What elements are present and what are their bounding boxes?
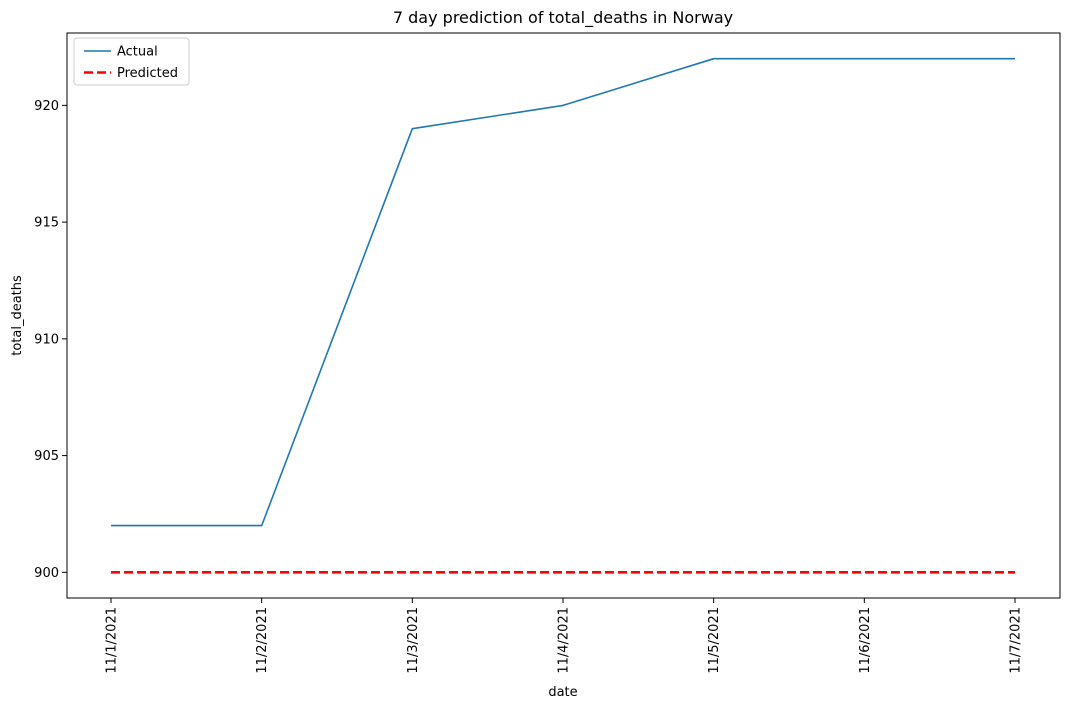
legend-label-predicted: Predicted	[117, 66, 178, 81]
x-tick-label: 11/3/2021	[406, 607, 421, 674]
y-tick-label: 905	[34, 449, 59, 464]
series-line-actual	[111, 57, 1015, 527]
chart-title: 7 day prediction of total_deaths in Norw…	[393, 8, 733, 28]
x-tick-label: 11/1/2021	[105, 607, 120, 674]
x-tick-label: 11/6/2021	[858, 607, 873, 674]
legend: Actual Predicted	[73, 37, 190, 86]
x-tick-label: 11/4/2021	[557, 607, 572, 674]
y-tick-label: 920	[34, 99, 59, 114]
series-layer	[111, 57, 1015, 574]
y-tick-label: 910	[34, 332, 59, 347]
x-axis-label: date	[548, 685, 577, 700]
x-tick-label: 11/2/2021	[255, 607, 270, 674]
y-axis: 900 905 910 915 920	[34, 99, 67, 581]
legend-label-actual: Actual	[117, 45, 158, 60]
y-tick-label: 915	[34, 216, 59, 231]
x-tick-label: 11/5/2021	[707, 607, 722, 674]
y-tick-label: 900	[34, 566, 59, 581]
x-axis: 11/1/2021 11/2/2021 11/3/2021 11/4/2021 11/5…	[105, 598, 1024, 674]
y-axis-label: total_deaths	[10, 275, 25, 356]
plot-frame	[66, 32, 1061, 599]
x-tick-label: 11/7/2021	[1009, 607, 1024, 674]
